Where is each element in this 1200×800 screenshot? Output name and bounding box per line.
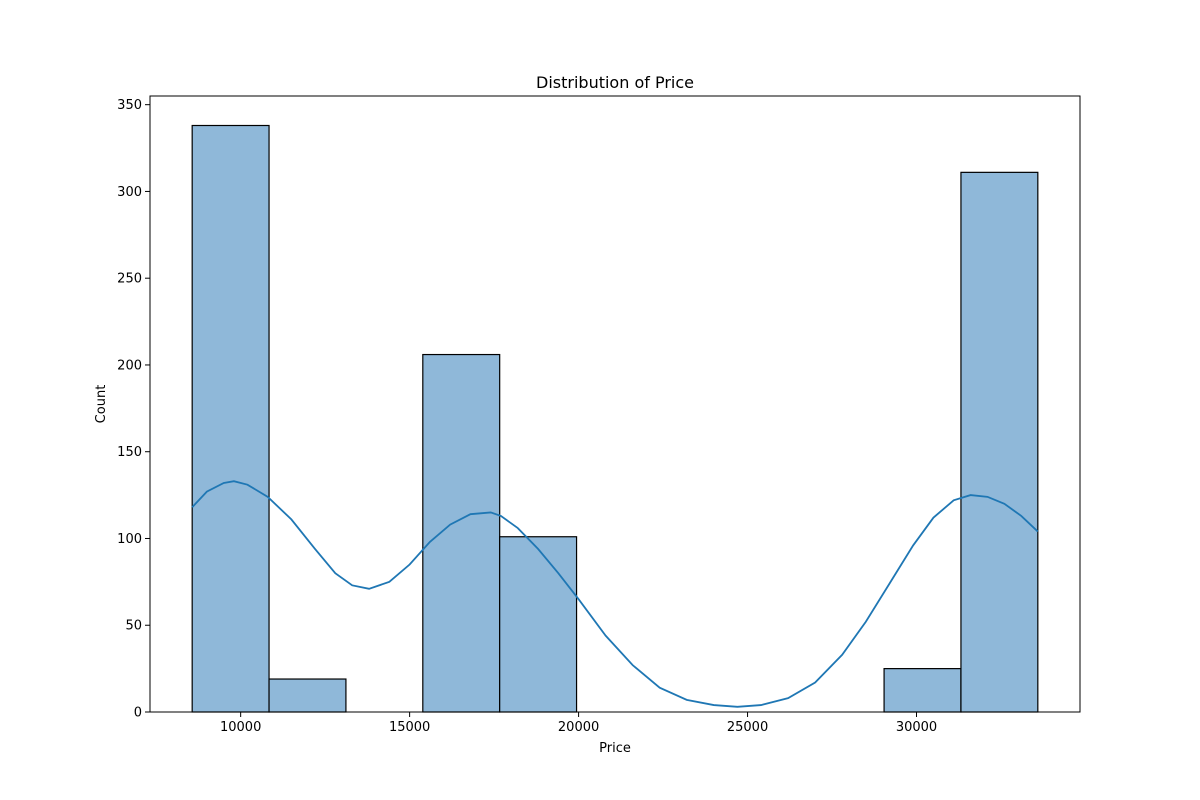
- x-tick-label: 25000: [727, 720, 768, 735]
- y-tick-label: 50: [125, 619, 142, 634]
- y-tick-label: 300: [117, 185, 142, 200]
- x-tick-label: 20000: [558, 720, 599, 735]
- x-tick-label: 10000: [220, 720, 261, 735]
- kde-curve: [191, 480, 1039, 708]
- y-tick-label: 0: [134, 706, 142, 721]
- histogram-bar-3: [422, 353, 501, 713]
- y-axis-ticks: 0 50 100 150 200 250 300 350: [117, 98, 150, 721]
- histogram-bar-4: [499, 536, 578, 713]
- histogram-bars: [191, 124, 1039, 713]
- y-tick-label: 200: [117, 358, 142, 373]
- plot-area-frame: [149, 95, 1081, 713]
- y-tick-label: 250: [117, 272, 142, 287]
- histogram-bar-9: [883, 668, 962, 713]
- x-axis-label: Price: [599, 741, 631, 756]
- x-axis-ticks: 10000 15000 20000 25000 30000: [220, 712, 937, 735]
- y-axis-label: Count: [94, 385, 109, 424]
- histogram-bar-0: [191, 124, 270, 713]
- x-tick-label: 30000: [896, 720, 937, 735]
- x-tick-label: 15000: [389, 720, 430, 735]
- histogram-bar-10: [960, 171, 1039, 713]
- histogram-bar-1: [268, 678, 347, 713]
- y-tick-label: 150: [117, 445, 142, 460]
- y-tick-label: 350: [117, 98, 142, 113]
- chart-title: Distribution of Price: [536, 73, 694, 92]
- y-tick-label: 100: [117, 532, 142, 547]
